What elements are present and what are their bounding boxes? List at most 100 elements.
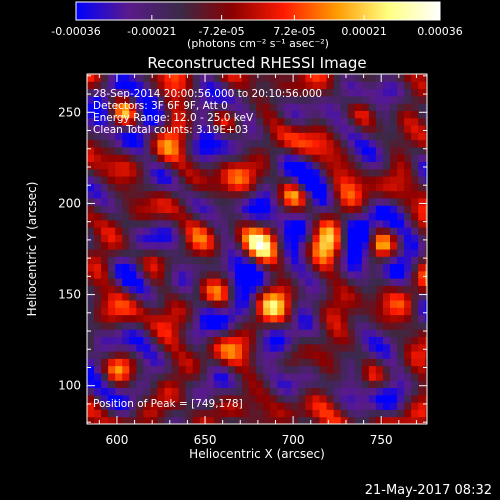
- heatmap-pixel: [361, 372, 370, 381]
- heatmap-pixel: [164, 117, 173, 126]
- heatmap-pixel: [382, 117, 391, 126]
- heatmap-pixel: [263, 95, 271, 104]
- heatmap-pixel: [340, 314, 349, 323]
- heatmap-pixel: [108, 365, 116, 374]
- heatmap-pixel: [143, 270, 151, 279]
- heatmap-pixel: [361, 212, 370, 221]
- heatmap-pixel: [368, 227, 377, 235]
- x-tick-label: 650: [194, 433, 217, 447]
- heatmap-pixel: [199, 278, 208, 286]
- heatmap-pixel: [192, 321, 201, 330]
- heatmap-pixel: [375, 416, 384, 424]
- heatmap-pixel: [270, 292, 278, 301]
- heatmap-pixel: [291, 139, 299, 148]
- heatmap-pixel: [397, 270, 405, 279]
- heatmap-pixel: [227, 307, 236, 316]
- heatmap-pixel: [94, 205, 102, 214]
- heatmap-pixel: [368, 409, 377, 418]
- heatmap-pixel: [284, 307, 292, 316]
- heatmap-pixel: [397, 197, 405, 206]
- heatmap-pixel: [291, 103, 299, 111]
- heatmap-pixel: [277, 95, 285, 104]
- heatmap-pixel: [333, 146, 342, 155]
- heatmap-pixel: [157, 300, 166, 308]
- heatmap-pixel: [143, 358, 151, 367]
- heatmap-pixel: [291, 74, 299, 82]
- heatmap-pixel: [199, 95, 208, 104]
- heatmap-pixel: [199, 110, 208, 119]
- heatmap-pixel: [270, 197, 278, 206]
- heatmap-pixel: [199, 285, 208, 294]
- heatmap-pixel: [397, 372, 405, 381]
- heatmap-pixel: [136, 205, 144, 214]
- heatmap-pixel: [242, 110, 250, 119]
- heatmap-pixel: [94, 351, 102, 359]
- heatmap-pixel: [375, 307, 384, 316]
- heatmap-pixel: [199, 365, 208, 374]
- heatmap-pixel: [171, 358, 180, 367]
- heatmap-pixel: [122, 394, 130, 403]
- heatmap-pixel: [411, 81, 419, 90]
- heatmap-pixel: [418, 212, 426, 221]
- heatmap-pixel: [199, 263, 208, 272]
- heatmap-pixel: [150, 270, 158, 279]
- heatmap-pixel: [242, 125, 250, 133]
- heatmap-pixel: [347, 146, 356, 155]
- heatmap-pixel: [418, 329, 426, 337]
- heatmap-pixel: [234, 365, 243, 374]
- heatmap-pixel: [87, 278, 95, 286]
- heatmap-pixel: [305, 183, 313, 192]
- heatmap-pixel: [326, 81, 335, 90]
- heatmap-pixel: [178, 285, 187, 294]
- heatmap-pixel: [206, 270, 215, 279]
- heatmap-pixel: [298, 81, 306, 90]
- heatmap-pixel: [234, 372, 243, 381]
- heatmap-pixel: [333, 241, 342, 250]
- heatmap-pixel: [284, 74, 292, 82]
- heatmap-pixel: [319, 183, 328, 192]
- heatmap-pixel: [101, 343, 109, 352]
- heatmap-pixel: [270, 117, 278, 126]
- heatmap-pixel: [340, 336, 349, 345]
- heatmap-pixel: [136, 365, 144, 374]
- heatmap-pixel: [326, 307, 335, 316]
- heatmap-pixel: [347, 321, 356, 330]
- heatmap-pixel: [101, 365, 109, 374]
- heatmap-pixel: [108, 380, 116, 389]
- heatmap-pixel: [397, 351, 405, 359]
- heatmap-pixel: [220, 256, 229, 265]
- heatmap-pixel: [312, 161, 321, 170]
- heatmap-pixel: [220, 190, 229, 199]
- heatmap-pixel: [291, 117, 299, 126]
- heatmap-pixel: [354, 183, 363, 192]
- heatmap-pixel: [150, 256, 158, 265]
- heatmap-pixel: [284, 416, 292, 424]
- heatmap-pixel: [354, 416, 363, 424]
- heatmap-pixel: [242, 343, 250, 352]
- heatmap-pixel: [340, 387, 349, 396]
- heatmap-pixel: [418, 161, 426, 170]
- heatmap-pixel: [101, 394, 109, 403]
- heatmap-pixel: [382, 270, 391, 279]
- heatmap-pixel: [157, 249, 166, 257]
- heatmap-pixel: [291, 300, 299, 308]
- heatmap-pixel: [284, 88, 292, 97]
- heatmap-pixel: [171, 161, 180, 170]
- heatmap-pixel: [213, 146, 222, 155]
- y-axis-label: Heliocentric Y (arcsec): [25, 182, 39, 317]
- heatmap-pixel: [122, 380, 130, 389]
- heatmap-pixel: [277, 372, 285, 381]
- heatmap-pixel: [220, 161, 229, 170]
- heatmap-pixel: [305, 372, 313, 381]
- heatmap-pixel: [192, 402, 201, 410]
- heatmap-pixel: [312, 336, 321, 345]
- heatmap-pixel: [298, 358, 306, 367]
- heatmap-pixel: [206, 176, 215, 184]
- heatmap-pixel: [404, 176, 412, 184]
- heatmap-pixel: [291, 81, 299, 90]
- heatmap-pixel: [185, 416, 194, 424]
- heatmap-pixel: [87, 81, 95, 90]
- heatmap-pixel: [418, 409, 426, 418]
- heatmap-pixel: [354, 110, 363, 119]
- heatmap-pixel: [150, 402, 158, 410]
